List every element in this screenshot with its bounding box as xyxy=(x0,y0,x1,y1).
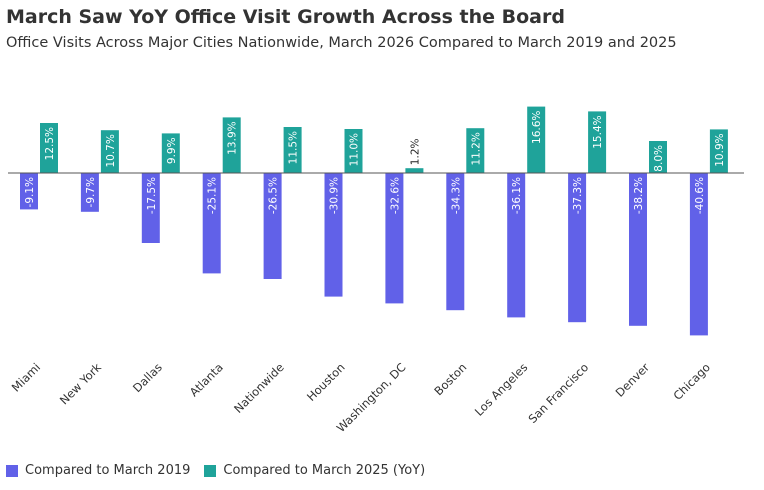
chart-subtitle: Office Visits Across Major Cities Nation… xyxy=(6,35,677,51)
data-label-series1-2: -17.5% xyxy=(146,177,158,214)
data-label-series1-7: -34.3% xyxy=(450,177,462,214)
labels-group: -9.1% 12.5% Miami -9.7% 10.7% New York -17.5% 9… xyxy=(9,111,726,435)
bar-series1-1 xyxy=(80,173,99,212)
data-label-series1-1: -9.7% xyxy=(85,177,97,207)
category-label-3: Atlanta xyxy=(187,360,226,399)
bar-series1-4 xyxy=(263,173,282,279)
legend-label-series1: Compared to March 2019 xyxy=(25,463,191,478)
data-label-series2-5: 11.0% xyxy=(349,133,361,166)
data-label-series1-10: -38.2% xyxy=(633,177,645,214)
data-label-series1-5: -30.9% xyxy=(329,177,341,214)
bar-series1-0 xyxy=(20,173,38,210)
data-label-series2-2: 9.9% xyxy=(166,137,178,164)
data-label-series1-9: -37.3% xyxy=(572,177,584,214)
bar-series2-5 xyxy=(344,129,363,173)
legend-label-series2: Compared to March 2025 (YoY) xyxy=(223,463,426,478)
data-label-series2-0: 12.5% xyxy=(44,127,56,160)
bar-series2-11 xyxy=(709,129,728,173)
category-label-5: Houston xyxy=(304,360,348,404)
legend-swatch-series2 xyxy=(204,464,217,477)
data-label-series2-3: 13.9% xyxy=(227,121,239,154)
bar-series2-9 xyxy=(588,111,607,173)
data-label-series1-6: -32.6% xyxy=(389,177,401,214)
data-label-series2-1: 10.7% xyxy=(105,134,117,167)
bar-series1-11 xyxy=(689,173,708,336)
category-label-9: San Francisco xyxy=(525,360,591,426)
data-label-series1-4: -26.5% xyxy=(268,177,280,214)
chart-title: March Saw YoY Office Visit Growth Across… xyxy=(6,6,565,28)
data-label-series2-7: 11.2% xyxy=(470,132,482,165)
legend-swatch-series1 xyxy=(6,464,18,477)
legend-item-series1: Compared to March 2019 xyxy=(6,463,190,478)
data-label-series1-0: -9.1% xyxy=(24,177,36,207)
bar-series1-2 xyxy=(141,173,160,243)
data-label-series2-4: 11.5% xyxy=(288,131,300,164)
bar-series1-7 xyxy=(446,173,465,311)
legend: Compared to March 2019 Compared to March… xyxy=(6,463,439,478)
data-label-series2-8: 16.6% xyxy=(531,111,543,144)
category-label-1: New York xyxy=(57,360,104,407)
category-label-10: Denver xyxy=(613,360,653,400)
category-label-11: Chicago xyxy=(670,360,713,403)
data-label-series1-3: -25.1% xyxy=(207,177,219,214)
bar-chart: -9.1% 12.5% Miami -9.7% 10.7% New York -17.5% 9… xyxy=(8,106,744,435)
data-label-series2-10: 8.0% xyxy=(653,145,665,172)
data-label-series2-9: 15.4% xyxy=(592,115,604,148)
bar-series2-10 xyxy=(649,141,667,173)
bar-series2-4 xyxy=(283,127,302,173)
category-label-0: Miami xyxy=(9,360,43,394)
bar-series2-6 xyxy=(405,168,424,173)
bar-series2-3 xyxy=(222,117,241,173)
legend-item-series2: Compared to March 2025 (YoY) xyxy=(204,463,425,478)
bar-series1-6 xyxy=(385,173,404,304)
data-label-series1-8: -36.1% xyxy=(511,177,523,214)
category-label-2: Dallas xyxy=(130,360,165,395)
data-label-series2-6: 1.2% xyxy=(409,139,421,166)
data-label-series2-11: 10.9% xyxy=(714,133,726,166)
bar-series2-2 xyxy=(161,133,180,173)
category-label-4: Nationwide xyxy=(231,360,287,416)
bar-series1-8 xyxy=(507,173,526,318)
category-label-7: Boston xyxy=(431,360,469,398)
bar-series2-1 xyxy=(100,130,119,173)
bar-series2-7 xyxy=(466,128,485,173)
data-label-series1-11: -40.6% xyxy=(694,177,706,214)
bar-series1-9 xyxy=(568,173,587,323)
bars-group xyxy=(20,106,728,336)
bar-series1-5 xyxy=(324,173,343,297)
bar-series2-0 xyxy=(40,123,58,173)
category-label-8: Los Angeles xyxy=(472,360,530,418)
bar-series1-10 xyxy=(629,173,647,326)
bar-series1-3 xyxy=(202,173,221,274)
bar-series2-8 xyxy=(527,106,546,173)
